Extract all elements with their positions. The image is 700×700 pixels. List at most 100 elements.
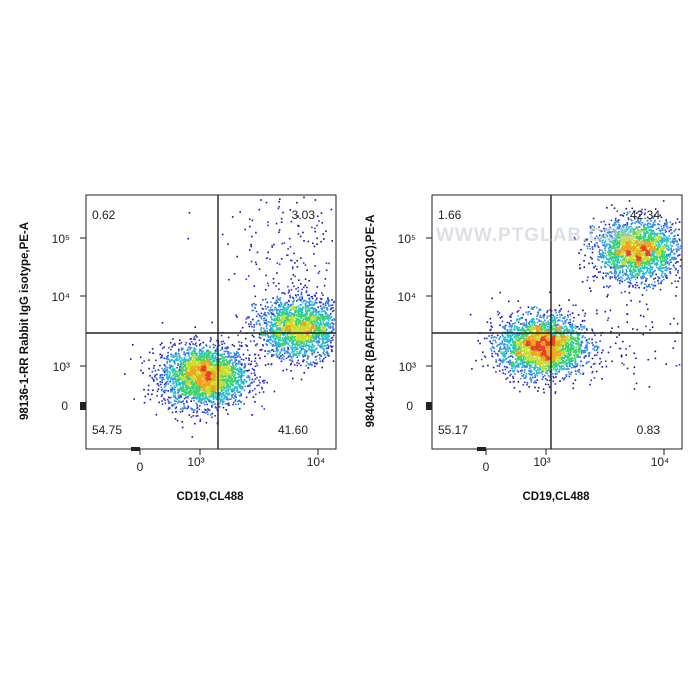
event-dot — [283, 337, 286, 339]
event-dot — [326, 344, 328, 347]
event-dot — [213, 383, 215, 386]
event-dot — [185, 377, 188, 380]
event-dot — [219, 377, 222, 379]
event-dot — [304, 315, 306, 317]
event-dot — [183, 358, 186, 360]
event-dot — [184, 384, 187, 386]
event-dot — [172, 365, 174, 368]
event-dot — [324, 338, 326, 340]
event-dot — [194, 366, 197, 369]
event-dot — [290, 303, 292, 306]
event-dot — [207, 398, 210, 401]
event-dot — [287, 316, 289, 319]
event-dot — [274, 337, 277, 340]
event-dot — [225, 390, 227, 392]
event-dot — [332, 325, 334, 327]
event-dot — [206, 372, 208, 375]
event-dot — [258, 268, 261, 270]
event-dot — [292, 325, 295, 328]
event-dot — [256, 343, 258, 345]
event-dot — [286, 328, 289, 330]
event-dot — [286, 317, 289, 320]
event-dot — [261, 388, 264, 390]
event-dot — [323, 330, 325, 333]
event-dot — [285, 325, 287, 327]
event-dot — [209, 378, 212, 380]
event-dot — [175, 358, 177, 361]
event-dot — [312, 311, 315, 313]
event-dot — [190, 387, 192, 390]
event-dot — [323, 345, 325, 347]
event-dot — [183, 397, 186, 400]
event-dot — [317, 327, 320, 330]
event-dot — [278, 342, 280, 344]
event-dot — [197, 415, 199, 417]
event-dot — [198, 360, 200, 362]
event-dot — [214, 380, 217, 383]
event-dot — [174, 402, 177, 405]
event-dot — [170, 365, 173, 367]
event-dot — [161, 374, 163, 376]
event-dot — [265, 314, 268, 317]
event-dot — [196, 381, 198, 384]
event-dot — [312, 307, 314, 310]
event-dot — [299, 346, 302, 349]
event-dot — [205, 374, 208, 377]
event-dot — [167, 351, 169, 354]
event-dot — [278, 323, 281, 326]
event-dot — [304, 325, 307, 328]
event-dot — [206, 390, 209, 393]
event-dot — [194, 378, 196, 380]
event-dot — [320, 212, 323, 214]
event-dot — [323, 335, 326, 338]
event-dot — [199, 342, 202, 345]
event-dot — [230, 356, 232, 359]
event-dot — [193, 347, 195, 349]
event-dot — [176, 366, 178, 369]
event-dot — [319, 337, 321, 340]
event-dot — [266, 327, 268, 330]
event-dot — [330, 345, 332, 347]
event-dot — [189, 338, 192, 340]
event-dot — [176, 398, 179, 400]
event-dot — [295, 323, 297, 325]
event-dot — [326, 324, 328, 327]
event-dot — [242, 353, 245, 356]
event-dot — [327, 319, 330, 322]
event-dot — [212, 359, 214, 362]
event-dot — [165, 373, 167, 376]
event-dot — [314, 230, 316, 233]
event-dot — [226, 398, 228, 400]
event-dot — [204, 398, 206, 400]
event-dot — [233, 355, 236, 357]
event-dot — [300, 299, 302, 301]
event-dot — [275, 346, 278, 348]
event-dot — [183, 391, 186, 393]
event-dot — [327, 343, 329, 346]
event-dot — [282, 338, 284, 341]
event-dot — [208, 362, 211, 365]
event-dot — [314, 300, 316, 302]
event-dot — [267, 224, 269, 227]
event-dot — [253, 353, 256, 356]
event-dot — [306, 269, 308, 271]
event-dot — [282, 306, 284, 309]
event-dot — [298, 315, 300, 318]
event-dot — [198, 361, 201, 364]
event-dot — [320, 354, 322, 356]
event-dot — [148, 359, 150, 361]
event-dot — [210, 395, 212, 398]
event-dot — [296, 361, 298, 364]
event-dot — [327, 301, 330, 304]
event-dot — [273, 330, 275, 332]
event-dot — [188, 379, 190, 381]
event-dot — [175, 411, 177, 413]
event-dot — [306, 286, 308, 289]
event-dot — [325, 341, 327, 343]
event-dot — [298, 352, 300, 355]
event-dot — [191, 380, 193, 382]
event-dot — [332, 307, 334, 309]
event-dot — [185, 385, 187, 387]
event-dot — [318, 310, 321, 313]
event-dot — [223, 374, 226, 376]
